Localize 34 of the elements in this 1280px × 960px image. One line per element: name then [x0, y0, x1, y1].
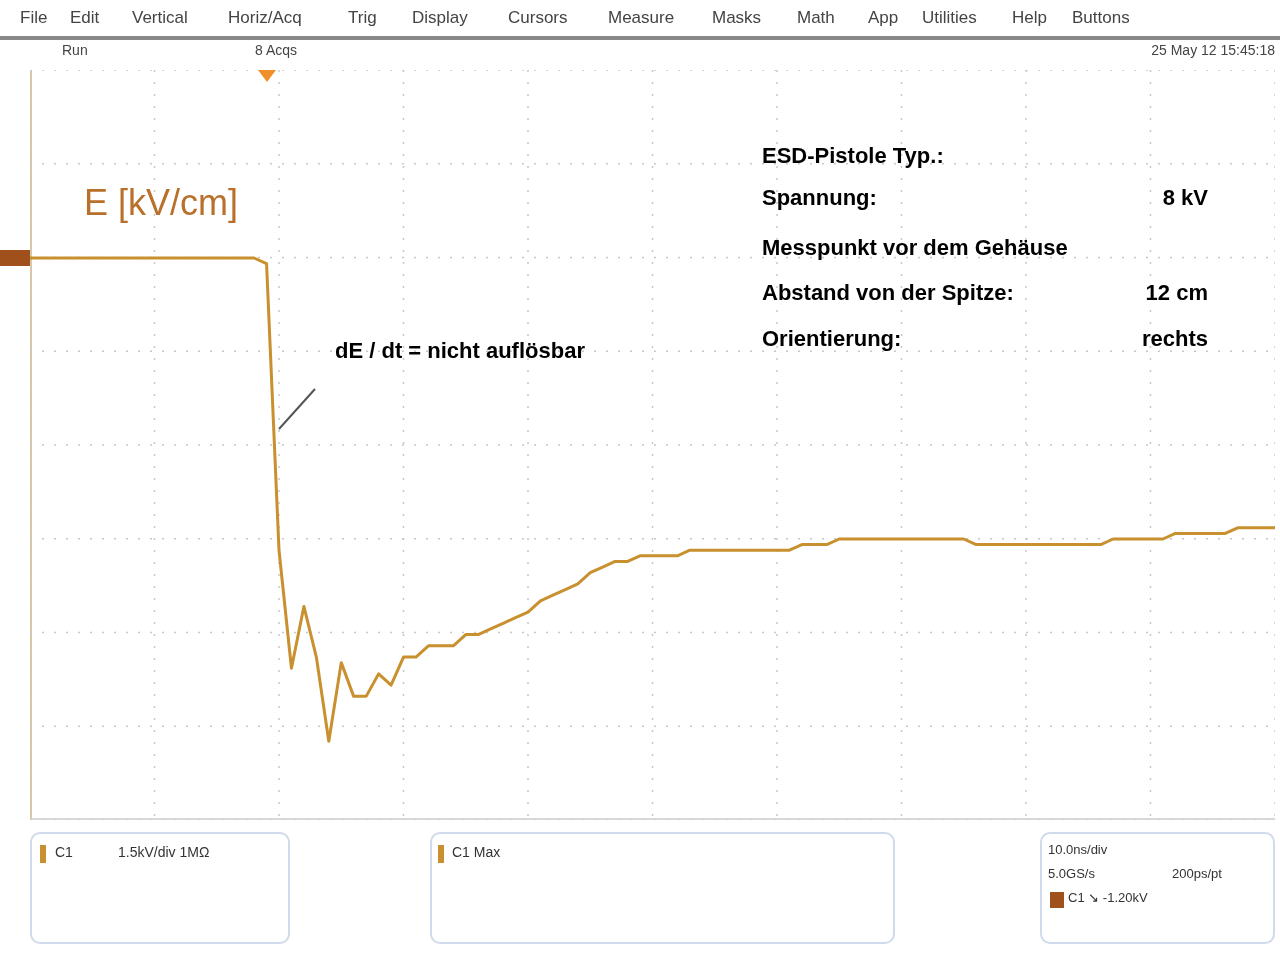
text: Utilities — [922, 8, 977, 29]
text: 200ps/pt — [1172, 866, 1222, 882]
annotation: 12 cm — [1145, 280, 1208, 307]
annotation: Orientierung: — [762, 326, 902, 353]
text: 10.0ns/div — [1048, 842, 1108, 858]
annotation: Messpunkt vor dem Gehäuse — [762, 235, 1068, 262]
text: Horiz/Acq — [228, 8, 302, 29]
text: File — [20, 8, 48, 29]
annotation: dE / dt = nicht auflösbar — [335, 338, 585, 365]
annotation: rechts — [1141, 326, 1208, 353]
text: 8 kV — [1162, 185, 1208, 212]
text: 1.5kV/div 1MΩ — [118, 844, 210, 861]
text: Vertical — [132, 8, 188, 29]
text: Buttons — [1072, 8, 1130, 29]
text: ESD-Pistole Typ.: — [762, 143, 944, 170]
text: Run — [62, 42, 88, 59]
text: Measure — [608, 8, 675, 29]
text: Math — [797, 8, 835, 29]
y-axis-title: E [kV/cm] — [84, 182, 239, 224]
text: Help — [1012, 8, 1047, 29]
text: Spannung: — [762, 185, 877, 212]
text: 8 Acqs — [255, 42, 298, 59]
text: Trig — [348, 8, 377, 29]
text: 25 May 12 15:45:18 — [1151, 42, 1275, 59]
text: Masks — [712, 8, 762, 29]
text: Display — [412, 8, 468, 29]
text: C1 Max — [452, 844, 501, 861]
text: C1 ↘ -1.20kV — [1068, 890, 1148, 906]
text: Edit — [70, 8, 100, 29]
text: Cursors — [508, 8, 568, 29]
text: 5.0GS/s — [1048, 866, 1095, 882]
text: C1 — [55, 844, 73, 861]
annotation: Abstand von der Spitze: — [762, 280, 1014, 307]
text: App — [868, 8, 899, 29]
